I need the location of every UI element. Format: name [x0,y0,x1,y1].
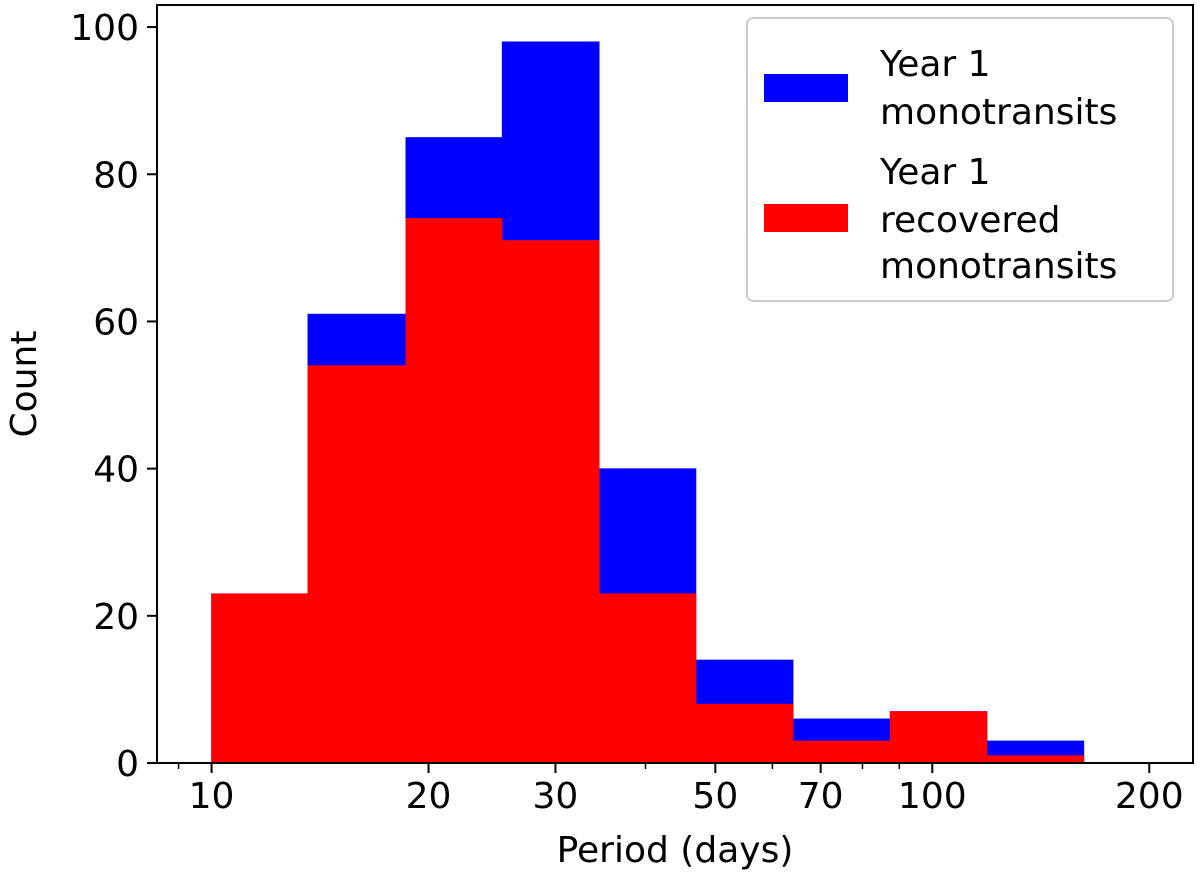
bar-series2-bin9 [986,755,1085,764]
y-tick-label: 40 [93,450,139,491]
x-axis-label: Period (days) [557,830,794,871]
x-tick-label: 50 [692,776,738,817]
legend-swatch-series1 [764,74,848,102]
x-axis: 10 20 30 50 70 100 200 [177,763,1184,817]
bar-series2-bin8 [889,711,988,764]
y-tick-label: 80 [93,155,139,196]
x-tick-label: 70 [798,776,844,817]
x-tick-label: 20 [406,776,452,817]
legend-label-series1: Year 1 [879,44,991,85]
y-tick-label: 0 [116,744,139,785]
y-axis-label: Count [4,331,45,438]
x-tick-label: 30 [533,776,579,817]
bar-series2-bin5 [598,593,697,764]
y-tick-label: 60 [93,302,139,343]
series-year1-recovered-monotransits [211,218,1085,764]
y-axis: 0 20 40 60 80 100 [70,8,157,785]
legend-label-series1: monotransits [880,92,1117,133]
y-tick-label: 100 [70,8,139,49]
x-tick-label: 200 [1115,776,1184,817]
legend-frame [746,17,1174,302]
bar-series2-bin6 [695,703,794,764]
bar-series2-bin7 [792,740,891,764]
bar-series2-bin2 [307,365,407,764]
legend-swatch-series2 [764,204,848,232]
x-tick-label: 10 [189,776,235,817]
plot-frame [156,4,1194,764]
legend: Year 1 monotransits Year 1 recovered monotra… [746,17,1174,302]
x-tick-label: 100 [898,776,967,817]
legend-label-series2: monotransits [880,246,1117,287]
legend-label-series2: recovered [880,200,1060,241]
bar-series2-bin1 [211,593,309,764]
bar-series2-bin4 [501,240,600,764]
bar-series2-bin3 [405,218,503,764]
legend-label-series2: Year 1 [879,152,991,193]
y-tick-label: 20 [93,597,139,638]
